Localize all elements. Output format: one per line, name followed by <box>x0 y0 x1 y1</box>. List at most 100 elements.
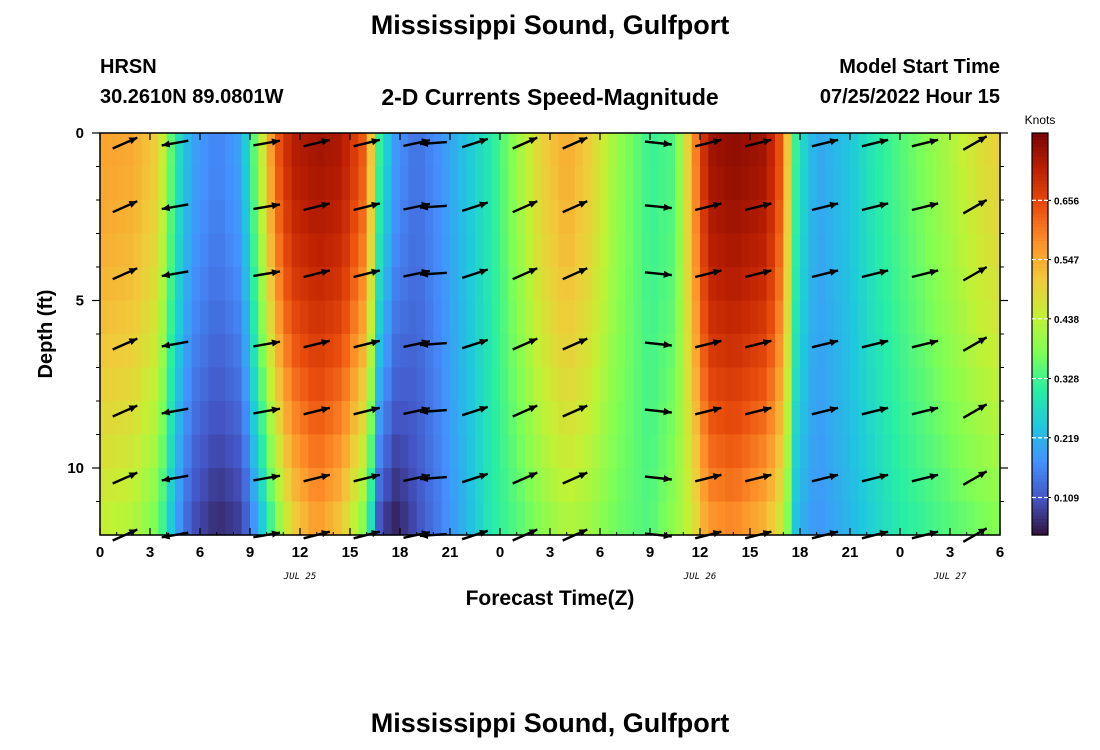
heatmap-cell <box>408 300 418 335</box>
heatmap-cell <box>766 334 776 369</box>
heatmap-cell <box>266 434 276 469</box>
heatmap-cell <box>241 367 251 402</box>
heatmap-cell <box>291 233 301 268</box>
heatmap-cell <box>641 200 651 235</box>
heatmap-cell <box>391 133 401 168</box>
heatmap-cell <box>358 133 368 168</box>
heatmap-cell <box>141 501 151 536</box>
heatmap-cell <box>766 401 776 436</box>
heatmap-cell <box>408 133 418 168</box>
heatmap-cell <box>483 300 493 335</box>
heatmap-cell <box>983 434 993 469</box>
heatmap-cell <box>841 401 851 436</box>
heatmap-cell <box>225 233 234 268</box>
heatmap-cell <box>566 300 576 335</box>
heatmap-cell <box>583 334 593 369</box>
heatmap-cell <box>925 200 934 235</box>
heatmap-cell <box>925 133 934 168</box>
heatmap-cell <box>283 501 293 536</box>
heatmap-cell <box>700 334 709 369</box>
heatmap-cell <box>366 233 376 268</box>
heatmap-cell <box>791 200 801 235</box>
heatmap-cell <box>216 501 226 536</box>
heatmap-cell <box>833 267 843 302</box>
heatmap-cell <box>258 501 268 536</box>
heatmap-cell <box>491 468 501 503</box>
heatmap-cell <box>400 434 409 469</box>
current-vector <box>253 202 281 211</box>
heatmap-cell <box>600 233 609 268</box>
heatmap-cell <box>516 334 526 369</box>
current-vector <box>112 267 138 281</box>
heatmap-cell <box>741 468 751 503</box>
heatmap-cell <box>783 233 793 268</box>
heatmap-cell <box>366 334 376 369</box>
heatmap-cell <box>391 401 401 436</box>
heatmap-cell <box>833 166 843 201</box>
heatmap-cell <box>783 401 793 436</box>
heatmap-cell <box>525 267 534 302</box>
heatmap-cell <box>558 434 568 469</box>
heatmap-cell <box>950 166 959 201</box>
heatmap-cell <box>375 401 384 436</box>
heatmap-cell <box>891 200 901 235</box>
colorbar-label: Knots <box>1025 113 1056 127</box>
heatmap-cell <box>416 133 426 168</box>
x-tick-label: 12 <box>292 544 309 561</box>
heatmap-cell <box>500 367 509 402</box>
heatmap-cell <box>883 401 893 436</box>
heatmap-cell <box>600 367 609 402</box>
heatmap-cell <box>708 501 718 536</box>
heatmap-cell <box>950 468 959 503</box>
heatmap-cell <box>816 434 826 469</box>
heatmap-cell <box>358 367 368 402</box>
heatmap-cell <box>758 200 768 235</box>
heatmap-cell <box>483 166 493 201</box>
current-vector <box>811 406 839 416</box>
heatmap-cell <box>100 133 109 168</box>
heatmap-cell <box>891 334 901 369</box>
heatmap-cell <box>941 200 951 235</box>
heatmap-cell <box>891 468 901 503</box>
heatmap-cell <box>341 267 351 302</box>
heatmap-cell <box>725 434 734 469</box>
heatmap-cell <box>116 501 126 536</box>
heatmap-cell <box>608 133 618 168</box>
heatmap-cell <box>175 367 184 402</box>
heatmap-cell <box>525 334 534 369</box>
heatmap-cell <box>633 434 643 469</box>
heatmap-cell <box>683 401 693 436</box>
heatmap-cell <box>950 401 959 436</box>
heatmap-cell <box>466 166 476 201</box>
heatmap-cell <box>425 133 434 168</box>
current-vector <box>303 138 331 148</box>
heatmap-cell <box>908 434 918 469</box>
heatmap-cell <box>608 267 618 302</box>
heatmap-cell <box>458 401 468 436</box>
heatmap-cell <box>291 401 301 436</box>
heatmap-cell <box>475 133 484 168</box>
x-tick-label: 6 <box>596 544 604 561</box>
heatmap-cell <box>525 468 534 503</box>
x-tick-label: 15 <box>342 544 359 561</box>
heatmap-cell <box>425 200 434 235</box>
heatmap-cell <box>716 434 726 469</box>
heatmap-cell <box>100 200 109 235</box>
x-tick-label: 3 <box>946 544 954 561</box>
heatmap-cell <box>675 401 684 436</box>
heatmap-cell <box>908 133 918 168</box>
heatmap-cell <box>358 501 368 536</box>
heatmap-cell <box>933 501 943 536</box>
current-vector <box>461 268 489 280</box>
heatmap-cell <box>333 501 343 536</box>
y-tick-label: 5 <box>76 293 84 310</box>
heatmap-cell <box>950 367 959 402</box>
heatmap-cell <box>675 434 684 469</box>
heatmap-cell <box>616 367 626 402</box>
heatmap-cell <box>950 501 959 536</box>
current-vector <box>962 336 988 352</box>
heatmap-cell <box>550 133 559 168</box>
heatmap-cell <box>975 300 984 335</box>
heatmap-cell <box>700 233 709 268</box>
heatmap-cell <box>791 367 801 402</box>
